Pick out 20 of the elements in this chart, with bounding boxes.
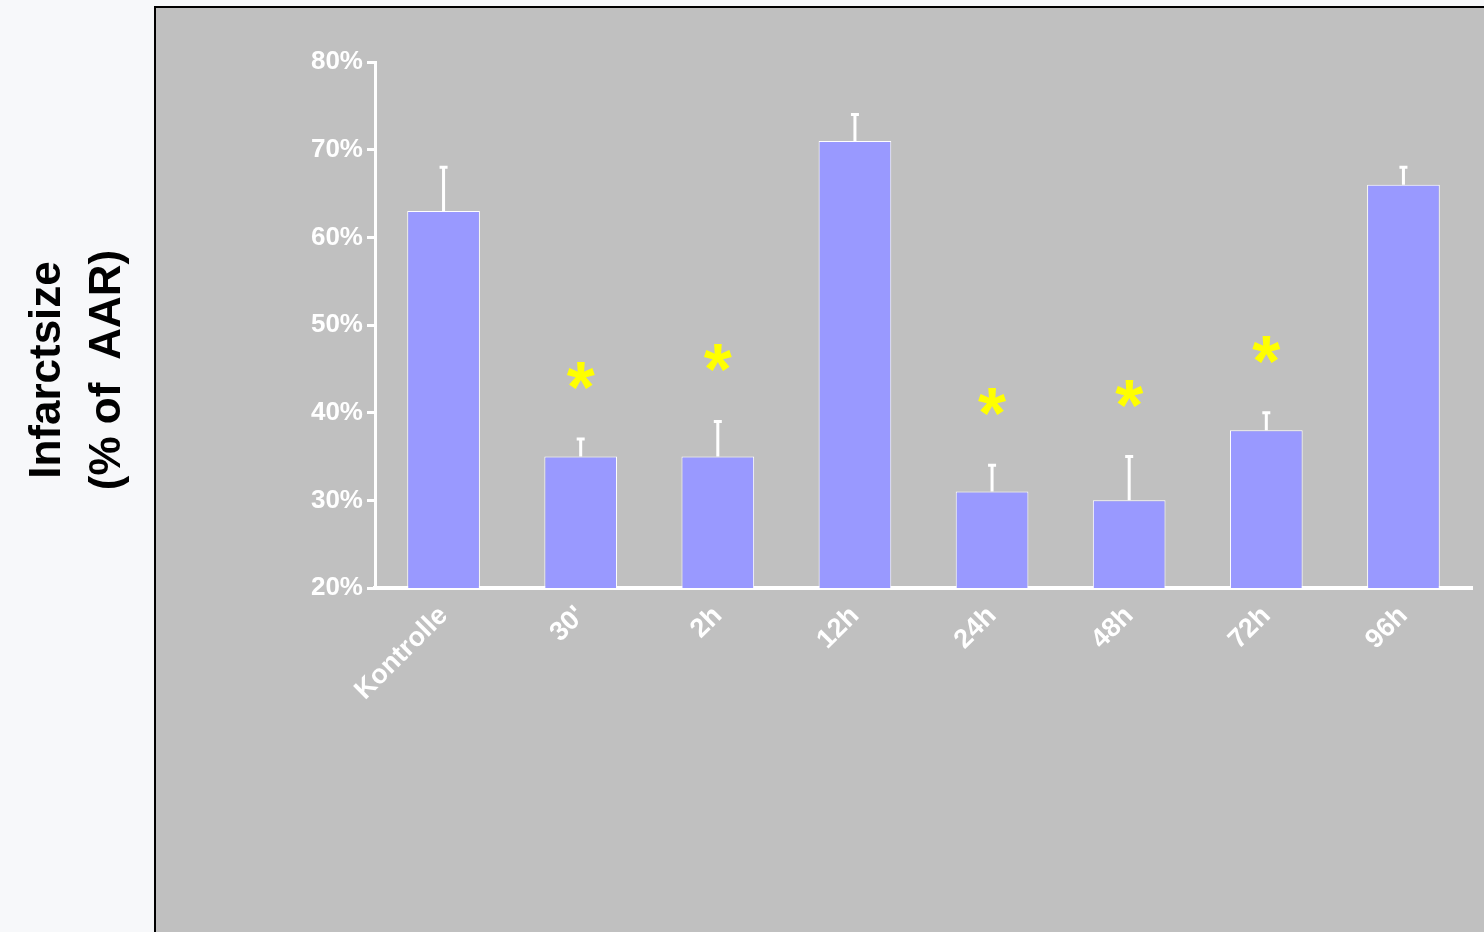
y-tick-label: 30% bbox=[310, 483, 363, 514]
x-tick-label: 72h bbox=[1221, 599, 1276, 654]
data-label: * bbox=[978, 373, 1007, 454]
x-tick-label: 2h bbox=[683, 599, 728, 644]
y-tick-label: 60% bbox=[310, 220, 363, 251]
data-label: * bbox=[1252, 320, 1281, 401]
y-axis-title: Infarctsize (% of AAR) bbox=[19, 248, 130, 493]
data-label: * bbox=[703, 329, 732, 410]
y-tick-label: 40% bbox=[310, 395, 363, 426]
x-tick-label: 30' bbox=[543, 599, 591, 647]
y-tick-label: 20% bbox=[310, 571, 363, 602]
y-tick-label: 50% bbox=[310, 308, 363, 339]
x-tick-label: 48h bbox=[1084, 599, 1139, 654]
y-tick-label: 80% bbox=[310, 45, 363, 76]
data-label: * bbox=[1115, 364, 1144, 445]
y-tick-label: 70% bbox=[310, 132, 363, 163]
data-label: * bbox=[566, 347, 595, 428]
x-tick-label: 96h bbox=[1358, 599, 1413, 654]
x-tick-label: 12h bbox=[810, 599, 865, 654]
x-tick-label: 24h bbox=[947, 599, 1002, 654]
